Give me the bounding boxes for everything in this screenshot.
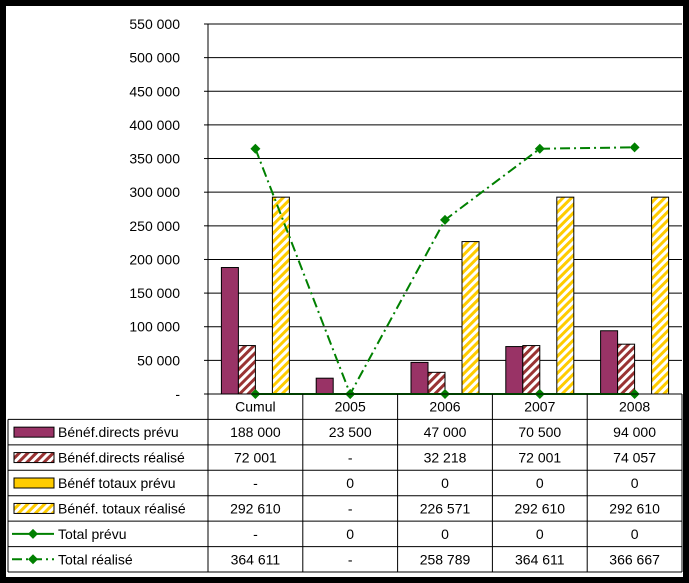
y-tick-label: 450 000	[129, 83, 180, 99]
point-series-5-2007	[534, 143, 545, 154]
point-series-5-2006	[440, 214, 450, 225]
data-label-series-2-2006: 0	[441, 475, 449, 491]
data-label-series-5-Cumul: 364 611	[231, 551, 281, 567]
bar-series-1-2006	[427, 371, 446, 395]
y-tick-label: 150 000	[129, 285, 180, 301]
legend-key-marker-series-5	[28, 554, 38, 565]
bar-series-3-2007	[556, 196, 575, 395]
data-label-series-5-2005: -	[348, 551, 353, 567]
bar-series-0-2008	[600, 330, 619, 395]
bar-series-0-Cumul	[220, 267, 239, 395]
y-tick-label: 250 000	[129, 218, 180, 234]
y-tick-label: 300 000	[129, 184, 180, 200]
data-label-series-4-Cumul: -	[253, 526, 258, 542]
y-tick-label: -	[175, 386, 180, 402]
point-series-5-2008	[629, 142, 640, 153]
data-label-series-1-Cumul: 72 001	[234, 450, 277, 466]
y-tick-label: 350 000	[129, 151, 180, 167]
data-label-series-3-Cumul: 292 610	[230, 500, 281, 516]
data-label-series-0-2008: 94 000	[613, 424, 656, 440]
data-label-series-5-2006: 258 789	[420, 551, 471, 567]
bar-series-3-2006	[461, 241, 480, 395]
legend-key-marker-series-4	[28, 528, 38, 539]
data-label-series-0-Cumul: 188 000	[230, 424, 281, 440]
data-label-series-3-2007: 292 610	[514, 500, 565, 516]
bars	[220, 196, 670, 395]
y-tick-label: 100 000	[129, 319, 180, 335]
data-label-series-1-2007: 72 001	[518, 450, 561, 466]
y-axis-ticks: - 50 000 100 000 150 000 200 000 250 000 300 0…	[129, 16, 180, 402]
x-tick-label: 2007	[524, 399, 555, 415]
legend-label-series-3: Bénéf. totaux réalisé	[58, 500, 186, 516]
data-table: Cumul 2005 2006 2007 2008 Bénéf.directs prévu…	[7, 393, 683, 573]
data-label-series-4-2005: 0	[346, 526, 354, 542]
bar-series-3-Cumul	[271, 196, 290, 395]
data-label-series-2-2005: 0	[346, 475, 354, 491]
x-tick-label: Cumul	[235, 399, 275, 415]
data-label-series-0-2005: 23 500	[329, 424, 372, 440]
legend-label-series-1: Bénéf.directs réalisé	[58, 450, 185, 466]
legend-key-series-1	[13, 452, 55, 464]
x-tick-label: 2006	[429, 399, 460, 415]
data-label-series-2-2008: 0	[631, 475, 639, 491]
data-label-series-0-2006: 47 000	[424, 424, 467, 440]
x-tick-label: 2008	[619, 399, 650, 415]
legend-key-series-3	[13, 502, 55, 514]
bar-series-1-2008	[617, 343, 636, 395]
data-label-series-2-Cumul: -	[253, 475, 258, 491]
bar-series-1-Cumul	[237, 345, 256, 395]
bar-series-0-2007	[505, 346, 524, 395]
data-label-series-3-2006: 226 571	[420, 500, 471, 516]
data-label-series-5-2008: 366 667	[609, 551, 660, 567]
data-label-series-0-2007: 70 500	[518, 424, 561, 440]
legend-label-series-5: Total réalisé	[58, 551, 133, 567]
x-tick-label: 2005	[335, 399, 366, 415]
bar-series-0-2005	[315, 377, 334, 395]
legend-key-series-0	[13, 426, 55, 438]
data-label-series-2-2007: 0	[536, 475, 544, 491]
data-label-series-1-2008: 74 057	[613, 450, 656, 466]
data-label-series-1-2006: 32 218	[424, 450, 467, 466]
data-label-series-4-2006: 0	[441, 526, 449, 542]
bar-series-3-2008	[651, 196, 670, 395]
y-tick-label: 200 000	[129, 251, 180, 267]
bar-series-0-2006	[410, 361, 429, 395]
bar-series-1-2007	[522, 345, 541, 395]
data-label-series-3-2008: 292 610	[609, 500, 660, 516]
data-label-series-4-2007: 0	[536, 526, 544, 542]
data-label-series-1-2005: -	[348, 450, 353, 466]
legend-label-series-4: Total prévu	[58, 526, 126, 542]
data-label-series-3-2005: -	[348, 500, 353, 516]
data-label-series-5-2007: 364 611	[515, 551, 565, 567]
y-tick-label: 550 000	[129, 16, 180, 32]
chart-panel: - 50 000 100 000 150 000 200 000 250 000 300 0…	[6, 6, 683, 577]
chart-svg: - 50 000 100 000 150 000 200 000 250 000 300 0…	[7, 16, 683, 573]
legend-label-series-2: Bénéf totaux prévu	[58, 475, 176, 491]
point-series-5-Cumul	[250, 143, 261, 154]
y-tick-label: 400 000	[129, 117, 180, 133]
y-tick-label: 500 000	[129, 50, 180, 66]
legend-key-series-2	[13, 477, 55, 489]
data-label-series-4-2008: 0	[631, 526, 639, 542]
y-tick-label: 50 000	[137, 352, 180, 368]
legend-label-series-0: Bénéf.directs prévu	[58, 424, 179, 440]
line-series-5	[254, 146, 635, 397]
